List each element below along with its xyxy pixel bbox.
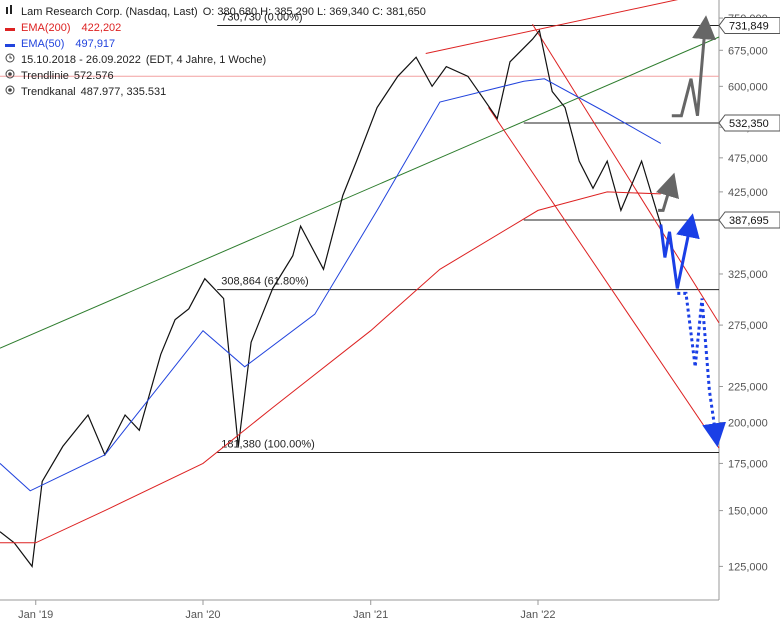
legend-title-row: Lam Research Corp. (Nasdaq, Last) O: 380… [4,4,426,20]
price-tag-label: 731,849 [729,21,769,33]
price-tag: 532,350 [718,114,780,132]
price-tag: 387,695 [718,211,780,229]
level-annotation: 308,864 (61.80%) [221,276,308,288]
gray-up-scenario-arrow [656,172,680,212]
price-tag-box [718,211,780,229]
channel-top-line [425,0,679,54]
price-tag-label: 387,695 [729,215,769,227]
legend-ema50-value: 497,917 [75,38,116,50]
y-tick-label: 200,000 [728,418,768,430]
level-annotation: 181,380 (100.00%) [221,438,315,450]
legend-trendline-row: Trendlinie 572.576 [4,68,426,84]
x-tick-label: Jan '22 [520,609,555,621]
blue-up-scenario-arrow [659,213,700,289]
y-tick-label: 125,000 [728,561,768,573]
target-icon [4,84,16,100]
ema200-swatch-icon [5,28,15,31]
y-tick-label: 325,000 [728,269,768,281]
gray-long-scenario-arrow [671,15,716,118]
y-tick-label: 675,000 [728,45,768,57]
blue-down-scenario-arrow [677,291,727,448]
candlestick-icon [4,4,16,20]
y-tick-label: 175,000 [728,458,768,470]
ema200-line [0,191,661,544]
legend-trendchannel-value: 487.977, 335.531 [80,86,167,98]
legend-ema50-label: EMA(50) [21,38,65,50]
legend-trendchannel-label: Trendkanal [21,86,76,98]
price-tag-box [718,114,780,132]
legend: Lam Research Corp. (Nasdaq, Last) O: 380… [4,4,426,100]
legend-ohlc: O: 380,680 H: 385,290 L: 369,340 C: 381,… [202,6,426,18]
legend-ema200-label: EMA(200) [21,22,71,34]
price-tag-box [718,17,780,35]
legend-trendline-value: 572.576 [73,70,114,82]
x-tick-label: Jan '20 [185,609,220,621]
y-tick-label: 275,000 [728,320,768,332]
ema50-line [0,78,662,492]
y-tick-label: 150,000 [728,506,768,518]
x-tick-label: Jan '19 [18,609,53,621]
legend-title: Lam Research Corp. (Nasdaq, Last) [21,6,198,18]
trendline-line [0,36,720,349]
y-tick-label: 475,000 [728,153,768,165]
price-line [0,29,662,568]
level-annotation: 730,730 (0.00%) [221,12,302,24]
target-icon [4,68,16,84]
price-tag-label: 532,350 [729,118,769,130]
clock-icon [4,52,16,68]
legend-period-detail: (EDT, 4 Jahre, 1 Woche) [145,54,267,66]
ema50-swatch-icon [5,44,15,47]
y-tick-label: 425,000 [728,187,768,199]
channel-upper-line [532,23,720,324]
legend-trendchannel-row: Trendkanal 487.977, 335.531 [4,84,426,100]
legend-ema200-row: EMA(200) 422,202 [4,20,426,36]
legend-ema200-value: 422,202 [81,22,122,34]
legend-trendline-label: Trendlinie [21,70,69,82]
legend-period: 15.10.2018 - 26.09.2022 [21,54,141,66]
channel-lower-line [488,107,720,449]
y-tick-label: 600,000 [728,81,768,93]
x-tick-label: Jan '21 [353,609,388,621]
legend-period-row: 15.10.2018 - 26.09.2022 (EDT, 4 Jahre, 1… [4,52,426,68]
y-tick-label: 225,000 [728,382,768,394]
legend-ema50-row: EMA(50) 497,917 [4,36,426,52]
price-tag: 731,849 [718,17,780,35]
